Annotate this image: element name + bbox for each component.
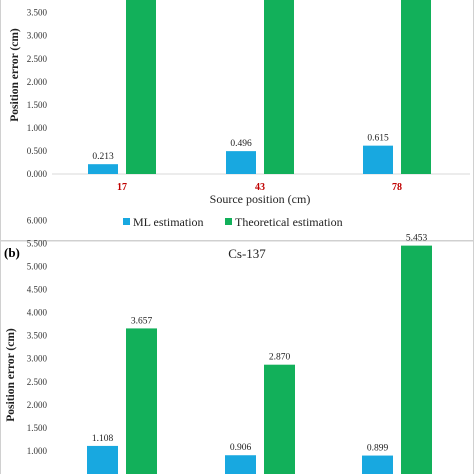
chart-title-b: Cs-137 (228, 246, 266, 261)
bar-value-label: 2.870 (269, 353, 291, 363)
bar-value-label: 5.453 (406, 234, 428, 244)
y-axis-label-a: Position error (cm) (9, 28, 21, 122)
bar-value-label: 0.906 (230, 443, 252, 453)
legend-swatch-theoretical (225, 218, 232, 225)
legend-label-ml: ML estimation (133, 215, 204, 229)
bar-ml-estimation (363, 145, 393, 174)
y-tick-label: 6.000 (27, 215, 48, 225)
y-tick-label: 1.000 (27, 446, 48, 456)
y-tick-label: 1.000 (27, 123, 48, 133)
y-tick-label: 1.500 (27, 423, 48, 433)
y-tick-label: 3.000 (27, 354, 48, 364)
x-axis-label-a: Source position (cm) (210, 192, 311, 206)
bar-value-label: 3.657 (131, 316, 153, 326)
y-tick-label: 2.500 (27, 377, 48, 387)
y-tick-label: 3.500 (27, 331, 48, 341)
bar-ml-estimation (225, 455, 256, 474)
y-tick-label: 0.500 (27, 146, 48, 156)
y-axis-label-b: Position error (cm) (5, 328, 17, 422)
bar-theoretical-estimation (126, 0, 156, 174)
y-tick-label: 0.000 (27, 169, 48, 179)
y-tick-label: 4.500 (27, 285, 48, 295)
chart-b: (b) Cs-137 Position error (cm) 1.000 1.50… (4, 215, 432, 474)
y-tick-label: 5.000 (27, 262, 48, 272)
y-tick-label: 1.500 (27, 100, 48, 110)
bar-value-label: 0.213 (92, 152, 114, 162)
bar-ml-estimation (362, 455, 393, 474)
bar-value-label: 0.496 (230, 139, 252, 149)
bar-value-label: 1.108 (92, 434, 114, 444)
bar-theoretical-estimation (401, 245, 432, 474)
bar-ml-estimation (87, 445, 118, 474)
panel-label-b: (b) (4, 245, 20, 260)
bar-theoretical-estimation (401, 0, 431, 174)
chart-a: Position error (cm) Source position (cm)… (9, 0, 470, 229)
legend-a: ML estimation Theoretical estimation (123, 215, 343, 229)
bar-theoretical-estimation (264, 364, 295, 474)
y-tick-label: 5.500 (27, 238, 48, 248)
x-category-label: 78 (392, 182, 402, 193)
bar-ml-estimation (226, 151, 256, 174)
bar-value-label: 0.615 (367, 134, 389, 144)
y-tick-label: 2.000 (27, 77, 48, 87)
legend-label-theoretical: Theoretical estimation (235, 215, 343, 229)
y-tick-label: 3.000 (27, 31, 48, 41)
bar-value-label: 0.899 (367, 444, 389, 454)
x-category-label: 17 (117, 182, 127, 193)
legend-swatch-ml (123, 218, 130, 225)
y-tick-label: 2.000 (27, 400, 48, 410)
bar-theoretical-estimation (126, 328, 157, 474)
bar-ml-estimation (88, 164, 118, 174)
x-category-label: 43 (255, 182, 265, 193)
y-tick-label: 4.000 (27, 308, 48, 318)
bar-theoretical-estimation (264, 0, 294, 174)
y-tick-label: 2.500 (27, 54, 48, 64)
y-tick-label: 3.500 (27, 8, 48, 18)
